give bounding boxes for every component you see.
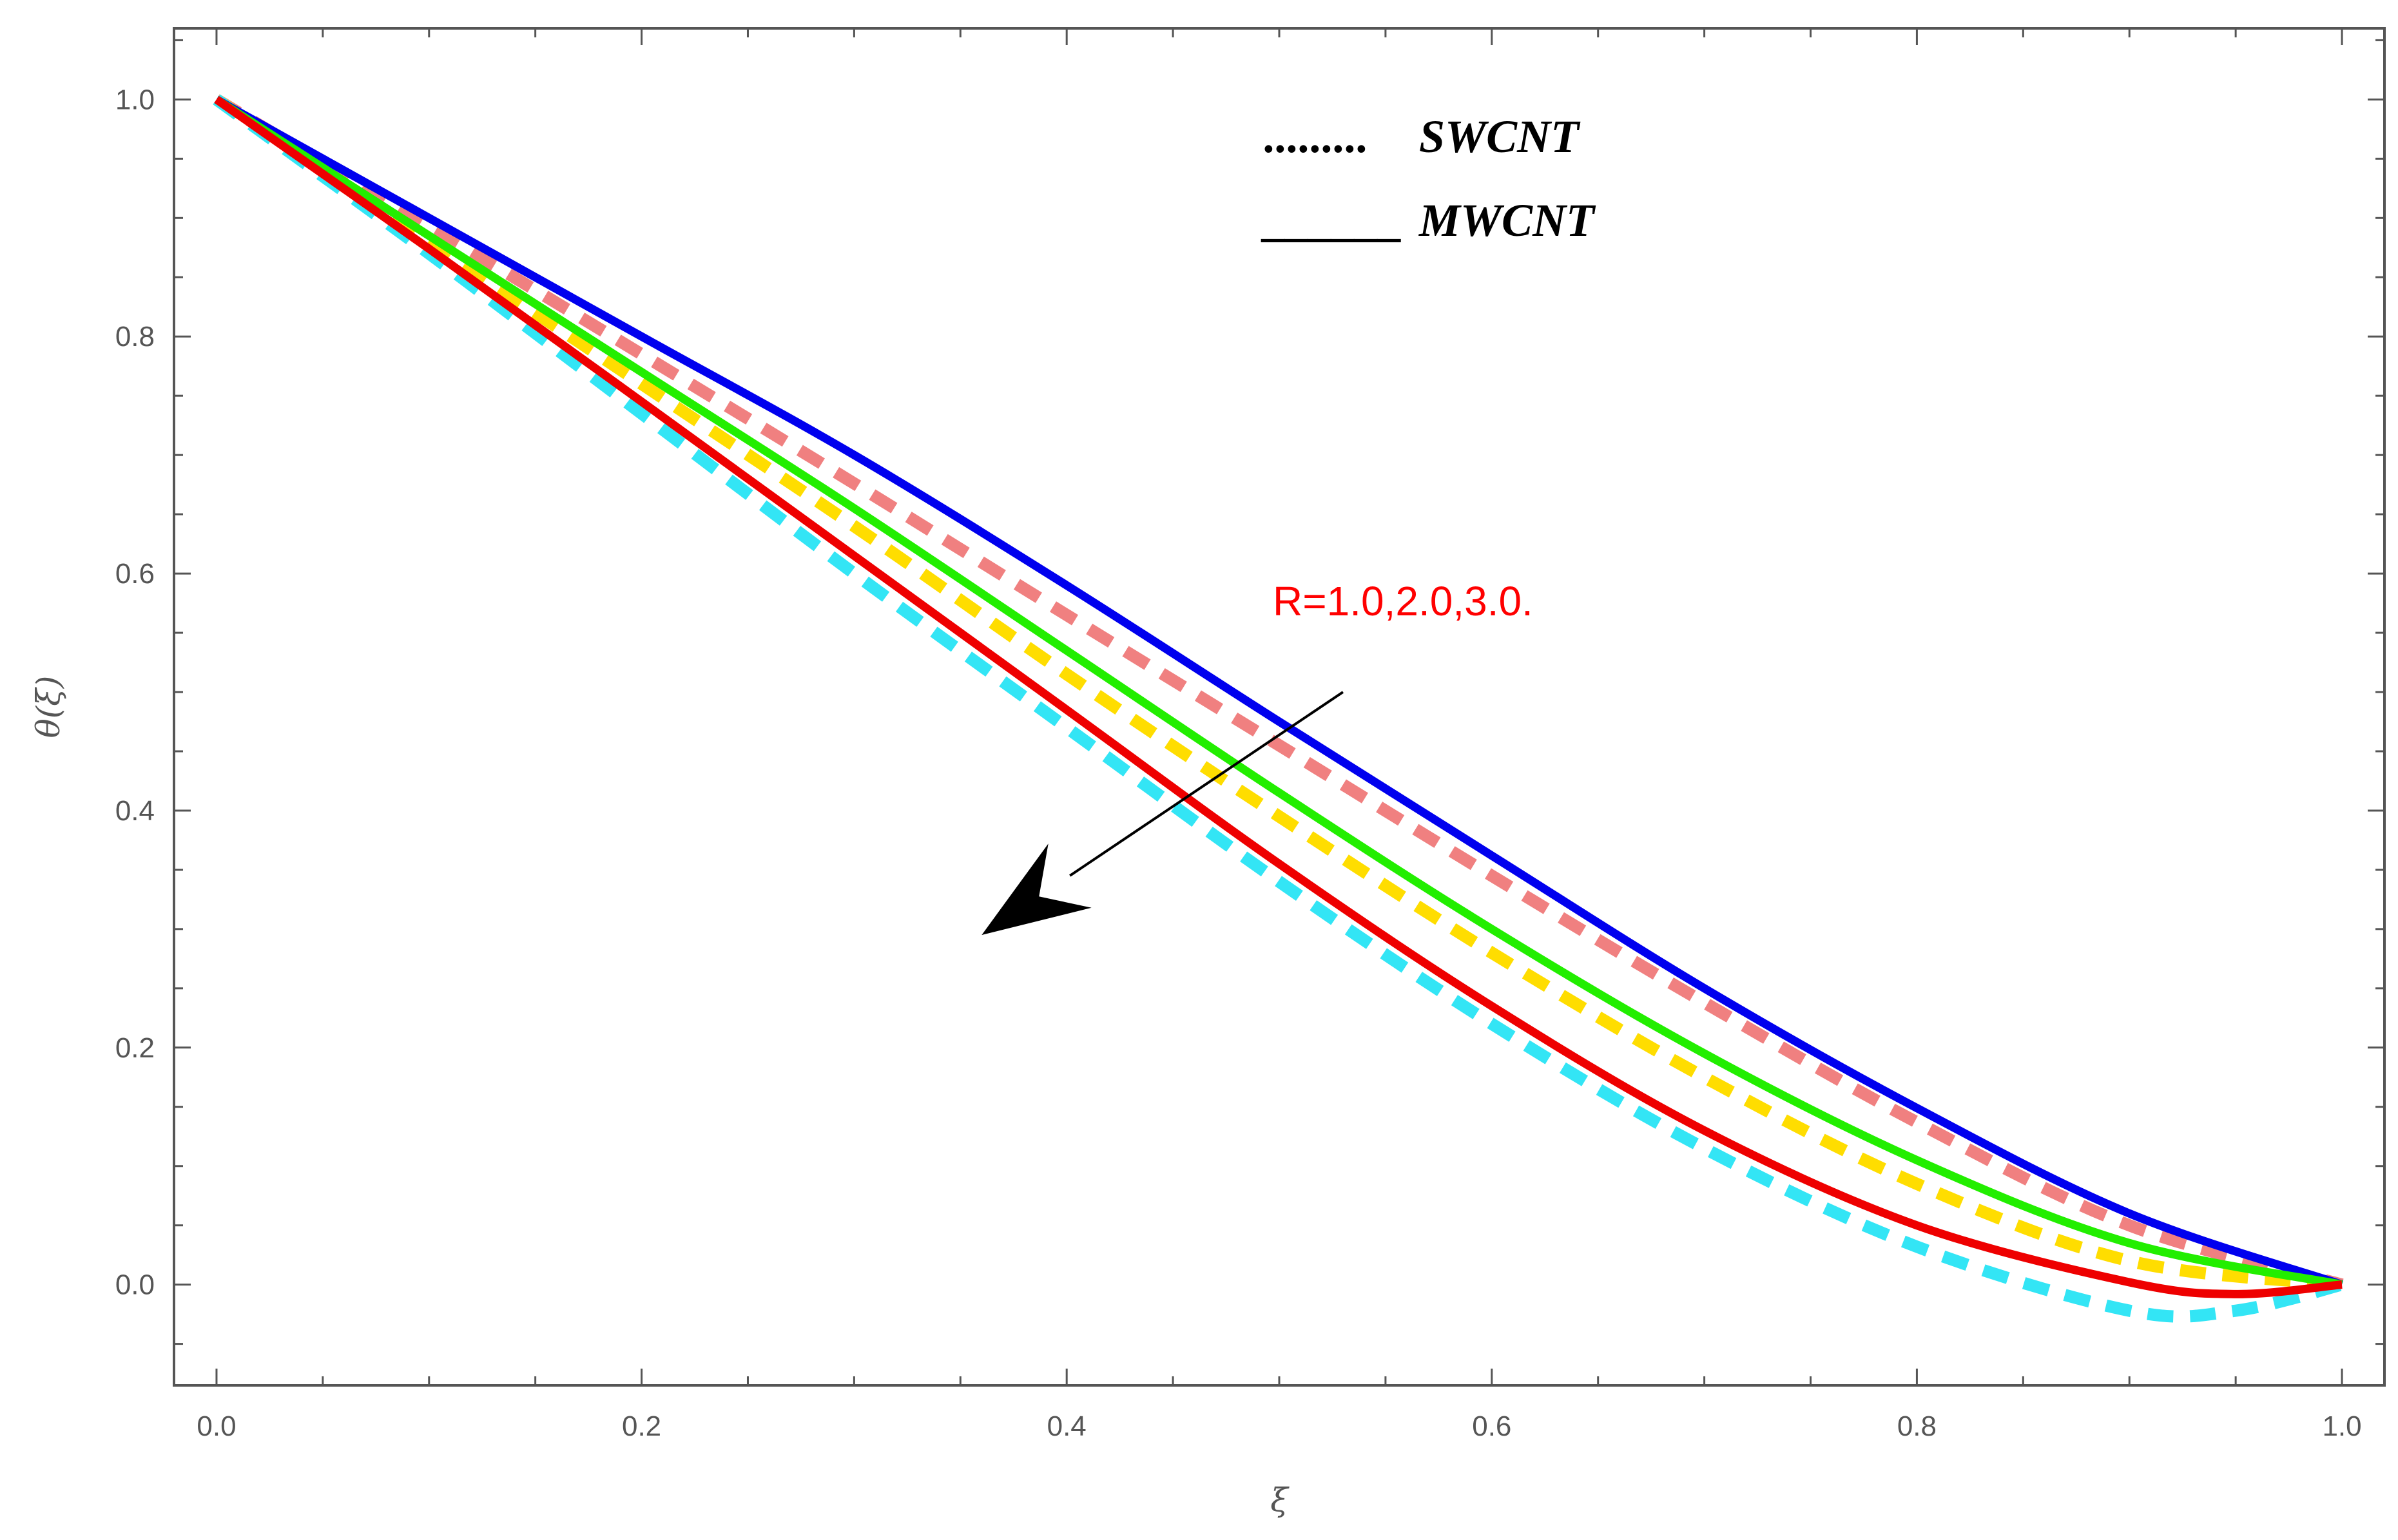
- series-line-5: [214, 96, 2343, 1298]
- x-tick-label: 0.6: [1472, 1410, 1511, 1442]
- series-line-1: [213, 94, 2343, 1291]
- y-tick-label: 0.6: [115, 558, 155, 590]
- legend-marker-mwcnt: ______: [1261, 195, 1404, 246]
- series-line-0: [213, 94, 2344, 1291]
- annotation-arrow-shaft: [1069, 691, 1344, 877]
- annotation-arrow: [981, 691, 1344, 936]
- series-line-4: [214, 95, 2343, 1289]
- y-axis-label: θ(ξ): [30, 676, 67, 738]
- series-layer: [213, 94, 2344, 1323]
- y-tick-label: 0.8: [115, 321, 155, 352]
- annotation-label: R=1.0,2.0,3.0.: [1273, 578, 1533, 624]
- x-tick-label: 0.2: [622, 1410, 661, 1442]
- x-tick-label: 0.0: [197, 1410, 236, 1442]
- x-axis-label: ξ: [1270, 1481, 1290, 1519]
- x-tick-label: 0.4: [1047, 1410, 1087, 1442]
- x-tick-label: 0.8: [1897, 1410, 1937, 1442]
- legend: ......... SWCNT ______ MWCNT: [1261, 111, 1596, 246]
- x-tick-label: 1.0: [2322, 1410, 2361, 1442]
- legend-label-mwcnt: MWCNT: [1418, 195, 1596, 246]
- y-tick-label: 0.2: [115, 1032, 155, 1064]
- legend-label-swcnt: SWCNT: [1419, 111, 1581, 162]
- y-tick-label: 1.0: [115, 84, 155, 115]
- legend-marker-swcnt: .........: [1264, 111, 1369, 162]
- series-line-2: [213, 94, 2344, 1323]
- axis-ticks: 0.0 0.2 0.4 0.6 0.8 1.0 0.0 0.2 0.4 0.6 0.8 1.0: [115, 28, 2384, 1442]
- y-tick-label: 0.0: [115, 1269, 155, 1301]
- annotation-arrow-head: [981, 843, 1092, 936]
- y-tick-label: 0.4: [115, 795, 155, 827]
- series-line-3: [214, 95, 2344, 1289]
